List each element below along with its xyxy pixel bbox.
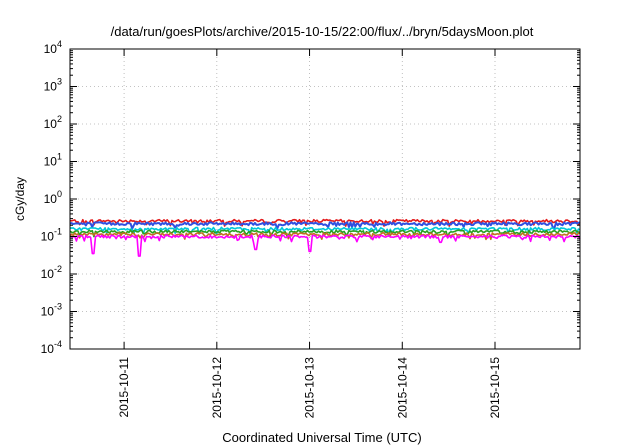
y-tick-label: 103 bbox=[44, 77, 62, 94]
series-line-5 bbox=[69, 234, 581, 257]
chart-title: /data/run/goesPlots/archive/2015-10-15/2… bbox=[111, 24, 534, 39]
series-line-4 bbox=[69, 232, 581, 241]
x-tick-label: 2015-10-14 bbox=[395, 357, 409, 419]
y-tick-label: 101 bbox=[44, 152, 62, 169]
series-line-3 bbox=[69, 229, 581, 238]
x-axis-label: Coordinated Universal Time (UTC) bbox=[222, 430, 421, 445]
x-tick-label: 2015-10-11 bbox=[117, 357, 131, 418]
y-tick-label: 102 bbox=[44, 114, 62, 131]
series-line-2 bbox=[70, 226, 581, 235]
y-axis: 10-4 10-3 10-2 10-1 100 101 102 103 104 bbox=[41, 39, 580, 356]
series-line-1 bbox=[69, 221, 581, 230]
y-axis-label: cGy/day bbox=[13, 177, 27, 221]
y-tick-label: 10-1 bbox=[41, 227, 62, 244]
series-layer bbox=[69, 218, 581, 257]
y-tick-label: 104 bbox=[44, 39, 62, 56]
y-tick-label: 10-4 bbox=[41, 339, 62, 356]
x-tick-label: 2015-10-12 bbox=[210, 357, 224, 419]
y-tick-label: 10-2 bbox=[41, 264, 62, 281]
x-axis: 2015-10-11 2015-10-12 2015-10-13 2015-10-14… bbox=[117, 49, 502, 418]
y-tick-label: 10-3 bbox=[41, 302, 62, 319]
grid bbox=[70, 49, 580, 349]
x-tick-label: 2015-10-15 bbox=[488, 357, 502, 419]
x-tick-label: 2015-10-13 bbox=[303, 357, 317, 419]
y-tick-label: 100 bbox=[44, 189, 62, 206]
series-line-0 bbox=[69, 218, 581, 227]
